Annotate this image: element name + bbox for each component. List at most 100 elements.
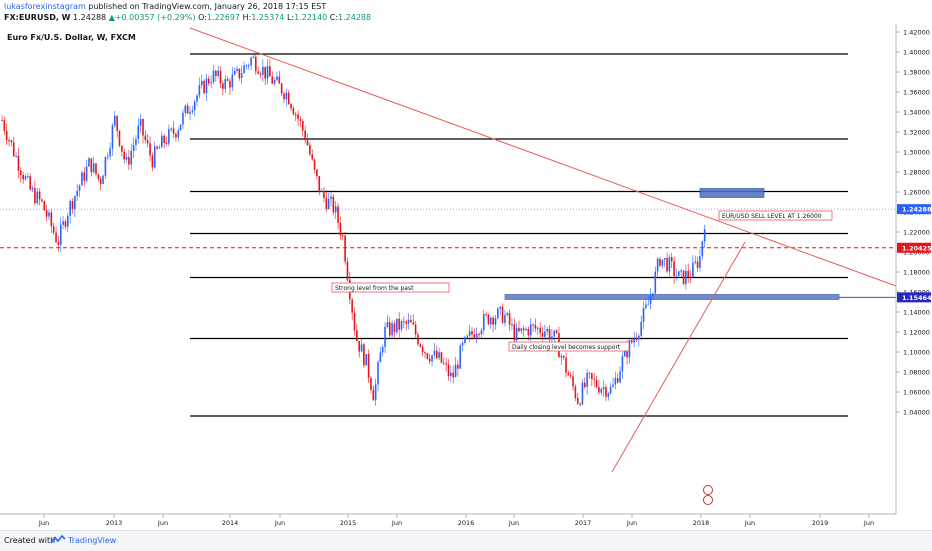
candle-body [370, 377, 372, 390]
candle-body [407, 319, 410, 324]
candle-body [537, 327, 539, 329]
candle-body [259, 73, 262, 75]
candle-body [584, 382, 586, 387]
candle-body [595, 379, 598, 387]
candle-body [654, 271, 657, 294]
price-tick-label: 1.42000 [903, 29, 930, 37]
candle-body [518, 327, 520, 332]
tradingview-brand[interactable]: TradingView [68, 536, 117, 545]
candle-body [640, 321, 642, 336]
candle-body [529, 324, 532, 336]
candle-body [85, 166, 88, 181]
candle-body [168, 129, 170, 144]
candle-body [412, 322, 415, 325]
candle-body [135, 139, 137, 146]
candle-body [391, 323, 393, 336]
footer: Created with TradingView [0, 530, 932, 551]
candle-body [233, 70, 236, 75]
author-link[interactable]: lukasforexinstagram [4, 2, 86, 11]
candle-body [548, 328, 551, 340]
candle-body [424, 352, 426, 354]
candle-body [396, 318, 398, 333]
candle-body [642, 307, 645, 322]
candle-body [546, 328, 548, 332]
open-value: 1.22697 [206, 13, 241, 22]
price-chart[interactable]: EUR/USD SELL LEVEL AT 1.26000 Strong leve… [0, 24, 932, 530]
candle-body [297, 114, 299, 119]
candle-body [614, 378, 617, 385]
candle-body [652, 293, 654, 296]
price-tick-label: 1.26000 [903, 189, 930, 197]
ohlc-line: FX:EURUSD, W 1.24288 ▲+0.00357 (+0.29%) … [4, 13, 371, 23]
time-tick-label: 2019 [812, 519, 829, 527]
candle-body [193, 101, 196, 111]
candle-body [482, 314, 485, 331]
price-tick-label: 1.36000 [903, 89, 930, 97]
event-flag-icon [703, 485, 713, 495]
candle-body [252, 56, 255, 58]
candle-body [189, 111, 191, 114]
candle-body [266, 66, 269, 79]
annotation-text: Daily closing level becomes support [512, 344, 621, 351]
candle-body [501, 306, 504, 323]
candle-body [673, 261, 675, 277]
candle-body [271, 76, 274, 84]
candle-body [635, 338, 638, 340]
candle-body [513, 324, 516, 341]
candle-body [69, 201, 71, 216]
horizontal-levels [0, 53, 896, 417]
candle-body [222, 83, 224, 89]
candle-body [374, 384, 377, 401]
candle-body [417, 334, 419, 345]
candle-body [485, 314, 487, 316]
candle-body [22, 174, 24, 180]
candle-body [393, 323, 396, 333]
candle-body [689, 276, 692, 278]
time-tick-label: 2014 [222, 519, 239, 527]
candle-body [356, 330, 358, 341]
candle-body [306, 140, 309, 146]
price-tick-label: 1.32000 [903, 129, 930, 137]
candle-body [511, 324, 513, 326]
candle-body [515, 327, 518, 341]
candle-body [149, 143, 151, 156]
candle-body [544, 331, 546, 337]
candle-body [43, 201, 46, 211]
candle-body [384, 326, 386, 347]
candle-body [137, 125, 140, 140]
candle-body [553, 330, 556, 337]
candle-body [10, 140, 13, 143]
price-tick-label: 1.06000 [903, 389, 930, 397]
candle-body [238, 68, 241, 78]
price-axis[interactable]: 1.42000 1.40000 1.38000 1.36000 1.34000 1.320… [896, 29, 930, 417]
candle-body [527, 329, 530, 336]
candle-body [309, 145, 311, 155]
candle-body [421, 346, 424, 353]
candle-body [633, 338, 635, 343]
price-tick-label: 1.38000 [903, 69, 930, 77]
candle-body [76, 190, 78, 197]
candle-body [562, 355, 565, 358]
candle-body [480, 330, 483, 335]
time-axis[interactable]: Jun 2013 Jun 2014 Jun 2015 Jun 2016 Jun 2017 Jun 20… [38, 514, 874, 527]
candle-body [31, 188, 34, 190]
candle-body [699, 256, 701, 268]
candle-body [67, 215, 69, 227]
candle-body [104, 157, 107, 176]
candle-body [8, 140, 10, 142]
candle-body [461, 342, 464, 346]
candle-body [50, 212, 53, 227]
candle-body [468, 331, 471, 336]
candle-body [210, 82, 212, 84]
candle-body [494, 318, 497, 325]
price-tick-label: 1.40000 [903, 49, 930, 57]
price-tick-label: 1.22000 [903, 229, 930, 237]
candle-body [12, 142, 15, 157]
candle-body [316, 169, 318, 177]
candle-body [255, 56, 257, 72]
candle-body [313, 159, 316, 170]
candle-body [459, 345, 462, 369]
candle-body [262, 66, 264, 75]
time-tick-label: 2016 [458, 519, 475, 527]
candle-body [208, 78, 210, 84]
